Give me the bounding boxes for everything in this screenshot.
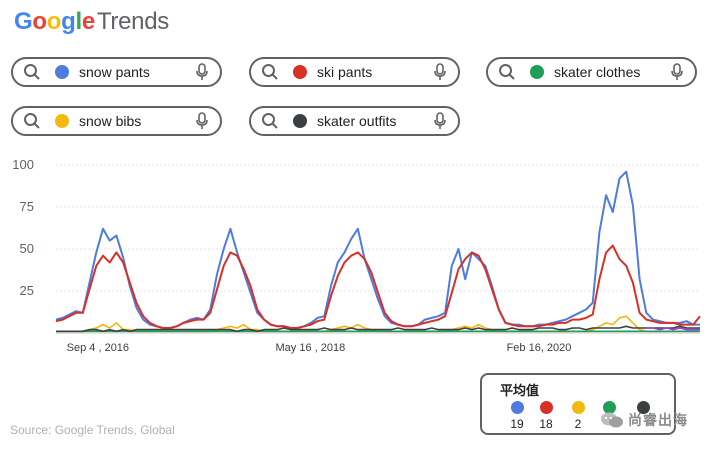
series-line-purple (646, 327, 700, 331)
y-tick-label: 50 (20, 241, 34, 256)
search-icon (262, 64, 278, 80)
x-axis-labels: Sep 4 , 2016 May 16 , 2018 Feb 16, 2020 (67, 342, 572, 354)
average-color-dot (510, 401, 524, 414)
average-item: 2 (565, 401, 591, 431)
watermark: 尚睿出海 (600, 410, 688, 430)
microphone-icon[interactable] (196, 63, 208, 81)
watermark-text: 尚睿出海 (628, 412, 688, 428)
average-color-dot (602, 401, 616, 414)
logo-google-text: Google (14, 8, 95, 35)
series-color-dot (293, 65, 307, 79)
search-term-pill-skater-clothes[interactable]: skater clothes (486, 57, 697, 87)
logo-letter: o (32, 8, 47, 35)
search-term-label: snow pants (79, 64, 150, 80)
average-value: 18 (539, 417, 553, 431)
chart-grid (56, 164, 700, 334)
y-tick-label: 75 (20, 199, 34, 214)
logo-letter: o (46, 8, 62, 35)
logo-letter: G (14, 8, 33, 35)
series-color-dot (55, 114, 69, 128)
search-term-pill-snow-pants[interactable]: snow pants (11, 57, 222, 87)
search-term-label: ski pants (317, 64, 373, 80)
series-color-dot (293, 114, 307, 128)
averages-panel: 平均值 19 18 2 (480, 373, 676, 435)
average-value: 2 (574, 417, 582, 431)
logo-trends-text: Trends (96, 8, 169, 35)
average-color-dot (571, 401, 585, 414)
averages-title: 平均值 (500, 383, 540, 398)
x-tick-label: May 16 , 2018 (276, 342, 346, 354)
google-trends-logo[interactable]: GoogleTrends (14, 8, 169, 36)
search-icon (24, 113, 40, 129)
microphone-icon[interactable] (196, 112, 208, 130)
average-item: 19 (504, 401, 530, 431)
average-color-dot (539, 401, 553, 414)
microphone-icon[interactable] (671, 63, 683, 81)
y-axis-labels: 100 75 50 25 (12, 157, 34, 298)
series-color-dot (530, 65, 544, 79)
search-term-pill-snow-bibs[interactable]: snow bibs (11, 106, 222, 136)
logo-letter: e (81, 8, 95, 35)
y-tick-label: 100 (12, 157, 34, 172)
series-line-snow-pants (55, 170, 700, 329)
series-color-dot (55, 65, 69, 79)
search-term-label: snow bibs (79, 113, 142, 129)
search-term-label: skater clothes (554, 64, 641, 80)
search-icon (499, 64, 515, 80)
logo-letter: l (75, 8, 83, 35)
microphone-icon[interactable] (434, 63, 446, 81)
search-icon (262, 113, 278, 129)
average-item: 18 (533, 401, 559, 431)
search-term-label: skater outfits (317, 113, 397, 129)
interest-over-time-chart: 100 75 50 25 Sep 4 , 2016 May 16 , 2018 Feb 1… (12, 157, 701, 354)
series-line-skater-outfits (56, 325, 700, 333)
microphone-icon[interactable] (434, 112, 446, 130)
search-icon (24, 64, 40, 80)
average-color-dot (636, 401, 650, 414)
chart-series-lines (55, 170, 701, 333)
logo-letter: g (61, 8, 76, 35)
source-caption: Source: Google Trends, Global (10, 423, 175, 437)
average-item (596, 401, 622, 417)
x-tick-label: Feb 16, 2020 (507, 342, 572, 354)
average-item (630, 401, 656, 417)
search-term-pill-ski-pants[interactable]: ski pants (249, 57, 460, 87)
wechat-icon (601, 412, 623, 428)
search-term-pill-skater-outfits[interactable]: skater outfits (249, 106, 460, 136)
x-tick-label: Sep 4 , 2016 (67, 342, 129, 354)
average-value: 19 (510, 417, 524, 431)
y-tick-label: 25 (20, 283, 34, 298)
series-line-ski-pants (55, 244, 701, 329)
